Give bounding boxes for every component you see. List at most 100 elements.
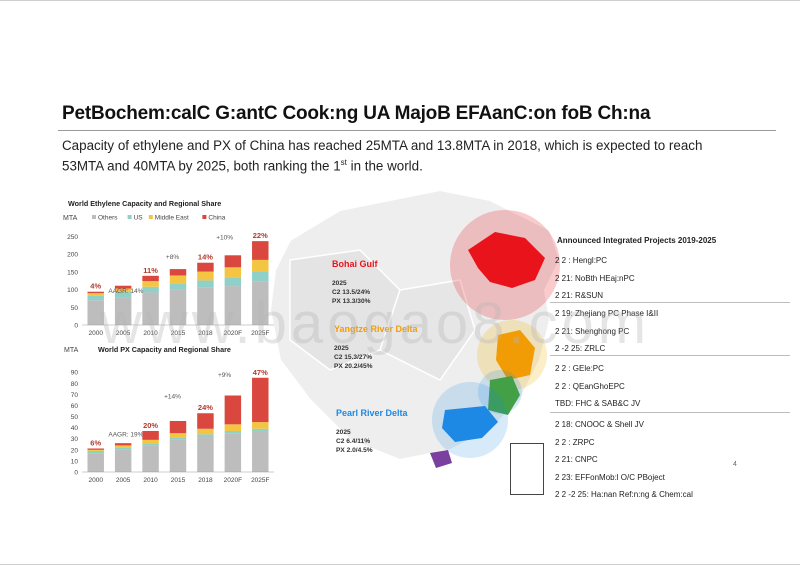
bar-segment — [142, 286, 159, 293]
projects-group-1: 2 2 : Hengl:PC 2 21: NoBth HEaj:nPC 2 21… — [555, 256, 785, 309]
projects-heading: Announced Integrated Projects 2019-2025 — [557, 236, 717, 245]
growth-label: +9% — [218, 372, 231, 379]
yangtze-label: Yangtze River Delta 2025 C2 15.3/27% PX … — [334, 324, 418, 371]
bar-segment — [87, 453, 104, 472]
x-tick-label: 2005 — [116, 477, 131, 484]
ethylene-capacity-chart: World Ethylene Capacity and Regional Sha… — [63, 199, 274, 337]
share-label: 6% — [90, 438, 101, 447]
project-item: 2 18: CNOOC & Shell JV — [555, 420, 644, 429]
y-tick-label: 40 — [71, 425, 79, 432]
x-tick-label: 2025F — [251, 477, 269, 484]
page-number: 4 — [733, 461, 737, 468]
slide-title: PetBochem:calC G:antC Cook:ng UA MajoB E… — [62, 103, 651, 124]
project-item: 2 2 : QEanGhoEPC — [555, 381, 625, 391]
bar-segment — [87, 449, 104, 451]
projects-divider — [550, 412, 790, 413]
y-tick-label: 70 — [71, 392, 79, 399]
bar-segment — [87, 300, 104, 325]
bohai-c2: C2 13.5/24% — [332, 289, 371, 296]
y-tick-label: 0 — [74, 470, 78, 477]
bar-segment — [252, 428, 269, 431]
legend-swatch — [127, 215, 132, 219]
y-tick-label: 80 — [71, 381, 79, 388]
bar-segment — [114, 449, 132, 472]
bar-segment — [224, 267, 242, 278]
x-tick-label: 2020F — [224, 330, 242, 337]
px-capacity-chart: World PX Capacity and Regional Share MTA 0… — [64, 345, 274, 484]
bar-segment — [224, 395, 242, 425]
bar-segment — [197, 436, 214, 472]
x-tick-label: 2025F — [251, 330, 269, 337]
bar-segment — [169, 433, 187, 438]
growth-label: +8% — [166, 254, 179, 261]
china-map — [268, 188, 562, 468]
bar-segment — [169, 269, 187, 276]
share-label: 24% — [198, 403, 213, 412]
project-item: 2 -2 25: ZRLC — [555, 344, 606, 353]
bar-segment — [224, 286, 242, 325]
chart-title: World PX Capacity and Regional Share — [98, 345, 231, 354]
bar-segment — [114, 447, 132, 450]
project-item: 2 21: Shenghong PC — [555, 326, 630, 336]
bar-segment — [114, 445, 132, 448]
growth-label: AAGR: 19% — [108, 431, 143, 438]
subtitle-main: Capacity of ethylene and PX of China has… — [62, 138, 703, 174]
y-tick-label: 30 — [71, 436, 79, 443]
bar-segment — [87, 293, 104, 296]
bar-segment — [169, 437, 187, 440]
bar-segment — [142, 430, 159, 440]
share-label: 14% — [198, 253, 213, 262]
bar-segment — [252, 271, 269, 282]
project-item: 2 2 : ZRPC — [555, 437, 595, 447]
bar-segment — [224, 424, 242, 431]
bar-segment — [114, 285, 132, 289]
projects-divider — [550, 355, 790, 356]
bohai-px: PX 13.3/30% — [332, 298, 371, 305]
y-tick-label: 50 — [71, 305, 79, 312]
y-tick-label: 250 — [67, 234, 78, 241]
title-divider — [58, 130, 776, 131]
china-map-central — [379, 279, 476, 381]
projects-group-2: 2 19: Zhejiang PC Phase I&II 2 21: Sheng… — [555, 309, 785, 362]
bar-segment — [252, 281, 269, 325]
bar-segment — [252, 422, 269, 429]
share-label: 4% — [90, 282, 101, 291]
bar-segment — [252, 259, 269, 272]
y-tick-label: 90 — [71, 370, 79, 377]
projects-group-4: 2 18: CNOOC & Shell JV 2 2 : ZRPC 2 21: … — [555, 420, 785, 508]
legend-swatch — [148, 215, 153, 219]
bar-segment — [169, 289, 187, 325]
yangtze-px: PX 20.2/45% — [334, 363, 373, 370]
share-label: 11% — [143, 266, 158, 275]
bar-segment — [224, 430, 242, 434]
bar-segment — [252, 430, 269, 472]
project-item: 2 21: NoBth HEaj:nPC — [555, 273, 635, 283]
hainan-shape — [430, 450, 452, 468]
bohai-name: Bohai Gulf — [332, 259, 378, 269]
bar-segment — [87, 450, 104, 454]
growth-label: +10% — [216, 234, 233, 241]
x-tick-label: 2000 — [88, 330, 103, 337]
bar-segment — [87, 448, 104, 450]
project-item: 2 23: EFFonMob:l O/C PBoject — [555, 472, 665, 482]
share-label: 22% — [253, 231, 268, 240]
y-tick-label: 50 — [71, 414, 79, 421]
bar-segment — [114, 292, 132, 298]
y-tick-label: 150 — [67, 269, 78, 276]
y-axis-label: MTA — [64, 347, 79, 354]
x-tick-label: 2000 — [88, 477, 103, 484]
bar-segment — [224, 255, 242, 268]
bar-segment — [142, 292, 159, 325]
bar-segment — [142, 275, 159, 282]
bar-segment — [169, 275, 187, 284]
pearl-px: PX 2.0/4.5% — [336, 447, 373, 454]
y-tick-label: 20 — [71, 447, 79, 454]
bar-segment — [197, 434, 214, 437]
bar-segment — [169, 439, 187, 472]
bar-segment — [87, 291, 104, 294]
project-item: 2 2 : Hengl:PC — [555, 256, 608, 265]
x-tick-label: 2015 — [171, 330, 186, 337]
bar-segment — [197, 413, 214, 429]
y-axis-label: MTA — [63, 215, 78, 222]
